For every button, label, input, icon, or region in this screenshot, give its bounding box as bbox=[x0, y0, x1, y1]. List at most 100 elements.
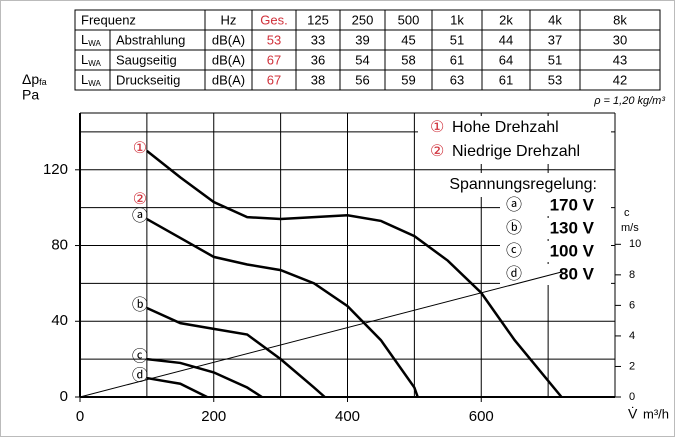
table-cell: 64 bbox=[499, 52, 513, 67]
table-cell: 45 bbox=[401, 32, 415, 47]
table-header: 4k bbox=[548, 12, 562, 27]
table-cell: 63 bbox=[450, 72, 464, 87]
table-header: 1k bbox=[450, 12, 464, 27]
table-unit: dB(A) bbox=[212, 52, 245, 67]
x-tick-label: 0 bbox=[76, 408, 84, 425]
table-symbol: LWA bbox=[81, 72, 101, 88]
y-tick-label: 120 bbox=[43, 161, 68, 178]
table-header: 8k bbox=[613, 12, 627, 27]
curve bbox=[146, 306, 326, 398]
legend-bg bbox=[500, 241, 611, 262]
x-tick-label: 200 bbox=[201, 408, 226, 425]
curve-label: ⓓ bbox=[132, 366, 148, 384]
text-part: fa bbox=[39, 77, 47, 87]
table-cell: 51 bbox=[548, 52, 562, 67]
table-header: Frequenz bbox=[81, 12, 136, 27]
table-label: Abstrahlung bbox=[116, 32, 185, 47]
table-header: Hz bbox=[221, 12, 237, 27]
text-part: L bbox=[81, 52, 88, 67]
y-tick-label: 80 bbox=[51, 237, 68, 254]
legend-title: Spannungsregelung: bbox=[449, 176, 597, 193]
legend-symbol: ⓑ bbox=[506, 219, 522, 237]
y2-tick-label: 2 bbox=[629, 360, 635, 372]
curve-label: ⓐ bbox=[132, 207, 148, 225]
table-cell: 37 bbox=[548, 32, 562, 47]
text-part: Δp bbox=[22, 71, 39, 87]
table-header: 500 bbox=[398, 12, 420, 27]
legend-bg bbox=[500, 218, 611, 239]
curve-label: ① bbox=[133, 140, 147, 157]
table-cell: 61 bbox=[499, 72, 513, 87]
y2-tick-label: 8 bbox=[629, 269, 635, 281]
y-tick-label: 0 bbox=[60, 388, 68, 405]
text-part: WA bbox=[88, 79, 101, 88]
text-part: WA bbox=[88, 39, 101, 48]
y2-axis-label: c bbox=[624, 207, 630, 219]
table-cell: 59 bbox=[401, 72, 415, 87]
y-axis-unit: Pa bbox=[22, 87, 39, 103]
legend-text: 170 V bbox=[550, 195, 595, 214]
y-tick-label: 40 bbox=[51, 312, 68, 329]
text-part: WA bbox=[88, 59, 101, 68]
x-axis-label: V̇ bbox=[628, 406, 638, 422]
table-cell: 67 bbox=[267, 72, 281, 87]
curve-label: ⓑ bbox=[132, 296, 148, 314]
table-symbol: LWA bbox=[81, 52, 101, 68]
text-part: L bbox=[81, 72, 88, 87]
legend-symbol: ⓐ bbox=[506, 196, 522, 214]
table-cell: 58 bbox=[401, 52, 415, 67]
table-header: 250 bbox=[352, 12, 374, 27]
legend-symbol: ② bbox=[430, 143, 444, 160]
table-cell: 42 bbox=[613, 72, 627, 87]
x-tick-label: 600 bbox=[469, 408, 494, 425]
table-cell: 36 bbox=[311, 52, 325, 67]
y-axis-label: Δpfa bbox=[22, 71, 47, 88]
table-cell: 53 bbox=[267, 32, 281, 47]
legend-symbol: ① bbox=[430, 119, 444, 136]
curve bbox=[79, 271, 562, 398]
table-header: Ges. bbox=[260, 12, 287, 27]
y2-tick-label: 10 bbox=[629, 238, 641, 250]
table-cell: 30 bbox=[613, 32, 627, 47]
table-cell: 56 bbox=[355, 72, 369, 87]
table-cell: 43 bbox=[613, 52, 627, 67]
legend-bg bbox=[426, 173, 611, 197]
curve bbox=[146, 217, 419, 398]
legend-bg bbox=[500, 264, 611, 285]
legend-text: 80 V bbox=[559, 264, 595, 283]
x-axis-unit: m³/h bbox=[643, 406, 669, 421]
table-header: 2k bbox=[499, 12, 513, 27]
y2-axis-unit: m/s bbox=[621, 222, 639, 234]
legend-bg bbox=[418, 116, 611, 164]
legend-symbol: ⓓ bbox=[506, 265, 522, 283]
density-note: ρ = 1,20 kg/m³ bbox=[593, 95, 665, 107]
legend-text: 100 V bbox=[550, 241, 595, 260]
table-label: Saugseitig bbox=[116, 52, 177, 67]
curve-label: ② bbox=[133, 191, 147, 208]
curve bbox=[146, 357, 263, 399]
y2-tick-label: 0 bbox=[629, 391, 635, 403]
curve-label: ⓒ bbox=[132, 347, 148, 365]
y2-tick-label: 6 bbox=[629, 299, 635, 311]
legend-text: Niedrige Drehzahl bbox=[452, 143, 580, 160]
text-part: L bbox=[81, 32, 88, 47]
legend-text: 130 V bbox=[550, 218, 595, 237]
table-cell: 38 bbox=[311, 72, 325, 87]
table-unit: dB(A) bbox=[212, 32, 245, 47]
curve bbox=[146, 376, 208, 399]
legend-symbol: ⓒ bbox=[506, 242, 522, 260]
table-cell: 53 bbox=[548, 72, 562, 87]
table-cell: 39 bbox=[355, 32, 369, 47]
table-symbol: LWA bbox=[81, 32, 101, 48]
table-header: 125 bbox=[307, 12, 329, 27]
table-cell: 54 bbox=[355, 52, 369, 67]
y2-tick-label: 4 bbox=[629, 330, 635, 342]
x-tick-label: 400 bbox=[335, 408, 360, 425]
legend-bg bbox=[500, 195, 611, 216]
table-cell: 33 bbox=[311, 32, 325, 47]
legend-text: Hohe Drehzahl bbox=[452, 119, 559, 136]
table-label: Druckseitig bbox=[116, 72, 180, 87]
table-unit: dB(A) bbox=[212, 72, 245, 87]
table-cell: 67 bbox=[267, 52, 281, 67]
